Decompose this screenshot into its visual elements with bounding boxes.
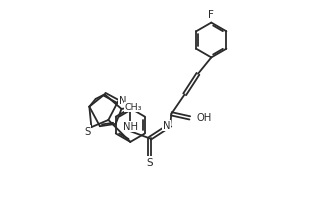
Text: CH₃: CH₃ (125, 103, 142, 112)
Text: N: N (119, 95, 126, 105)
Text: N: N (163, 121, 170, 131)
Text: F: F (208, 10, 214, 20)
Text: OH: OH (197, 113, 212, 123)
Text: S: S (85, 126, 91, 136)
Text: NH: NH (123, 122, 138, 131)
Text: S: S (147, 157, 153, 167)
